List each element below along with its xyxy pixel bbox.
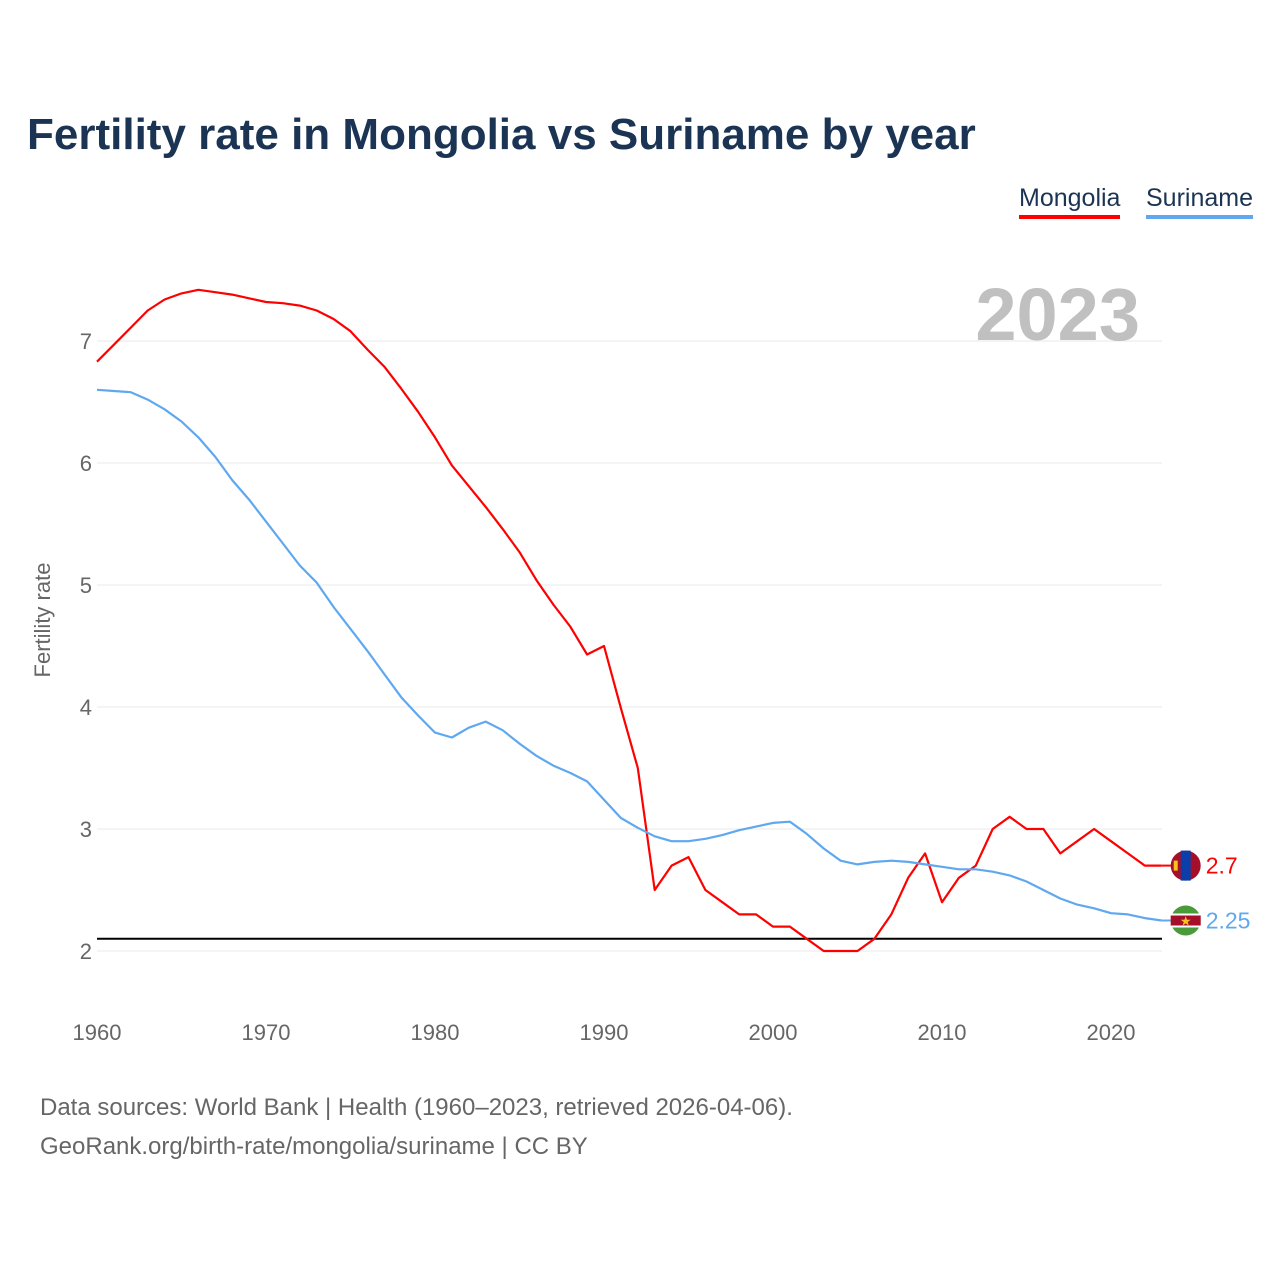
end-value-label: 2.25 [1206,908,1251,934]
y-tick-label: 2 [80,939,92,964]
suriname-flag-red [1170,915,1201,926]
source-url[interactable]: GeoRank.org/birth-rate/mongolia/suriname… [40,1133,588,1160]
mongolia-soyombo [1173,860,1178,871]
x-tick-label: 2020 [1087,1020,1136,1045]
y-tick-label: 7 [80,329,92,354]
suriname-star: ★ [1180,914,1192,929]
x-tick-label: 1970 [242,1020,291,1045]
source-note: Data sources: World Bank | Health (1960–… [40,1088,793,1166]
mongolia-flag-stripe [1180,850,1191,881]
x-tick-label: 1990 [580,1020,629,1045]
x-tick-label: 2010 [918,1020,967,1045]
series-line-suriname [96,388,1162,922]
y-axis-label: Fertility rate [30,563,55,678]
y-tick-label: 4 [80,695,92,720]
chart-title: Fertility rate in Mongolia vs Suriname b… [27,110,976,159]
legend-suriname[interactable]: Suriname [1146,184,1253,219]
legend-mongolia[interactable]: Mongolia [1019,184,1121,219]
series-line-mongolia [96,288,1162,953]
y-tick-label: 3 [80,817,92,842]
x-tick-label: 1980 [411,1020,460,1045]
source-line: Data sources: World Bank | Health (1960–… [40,1094,793,1121]
x-tick-label: 1960 [73,1020,122,1045]
end-value-label: 2.7 [1206,853,1238,879]
year-label: 2023 [975,273,1140,356]
y-tick-label: 6 [80,451,92,476]
y-tick-label: 5 [80,573,92,598]
x-tick-label: 2000 [749,1020,798,1045]
